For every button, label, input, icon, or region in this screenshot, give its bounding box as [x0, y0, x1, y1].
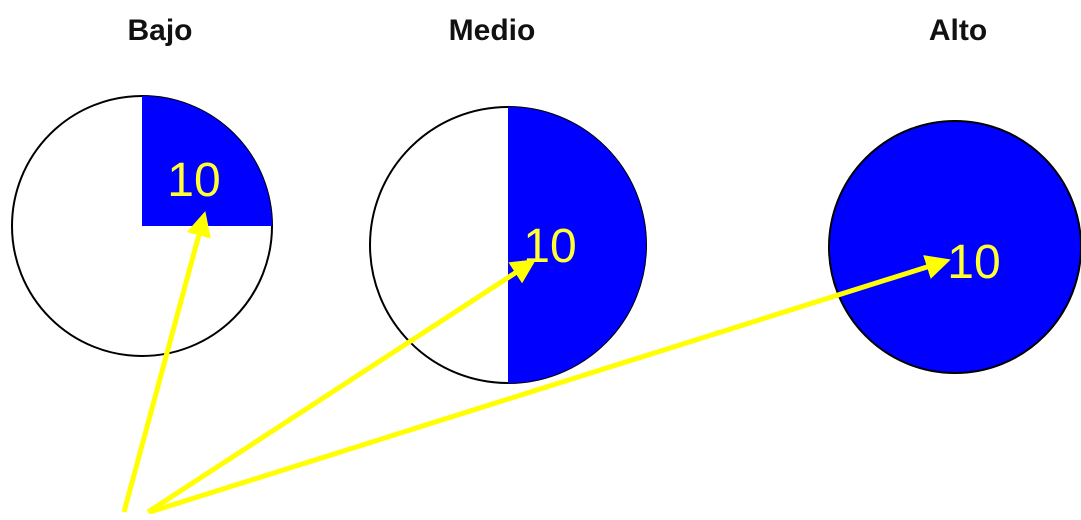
arrows: [121, 211, 951, 515]
pie-alto-filled-circle: [828, 120, 1081, 374]
pie-medio-filled-sector: [508, 107, 646, 383]
pie-bajo-filled-sector: [142, 96, 272, 226]
arrow-to-alto: [149, 255, 951, 515]
arrow-to-bajo: [121, 211, 211, 513]
pie-medio: 10: [369, 106, 647, 384]
heading-bajo: Bajo: [127, 14, 192, 47]
heading-alto: Alto: [929, 14, 987, 47]
arrow-to-medio: [146, 259, 537, 515]
pie-alto: 10: [828, 120, 1081, 374]
heading-medio: Medio: [449, 14, 536, 47]
pie-bajo-value: 10: [167, 154, 220, 207]
pie-alto-value: 10: [947, 236, 1000, 289]
pie-bajo: 10: [11, 95, 273, 357]
